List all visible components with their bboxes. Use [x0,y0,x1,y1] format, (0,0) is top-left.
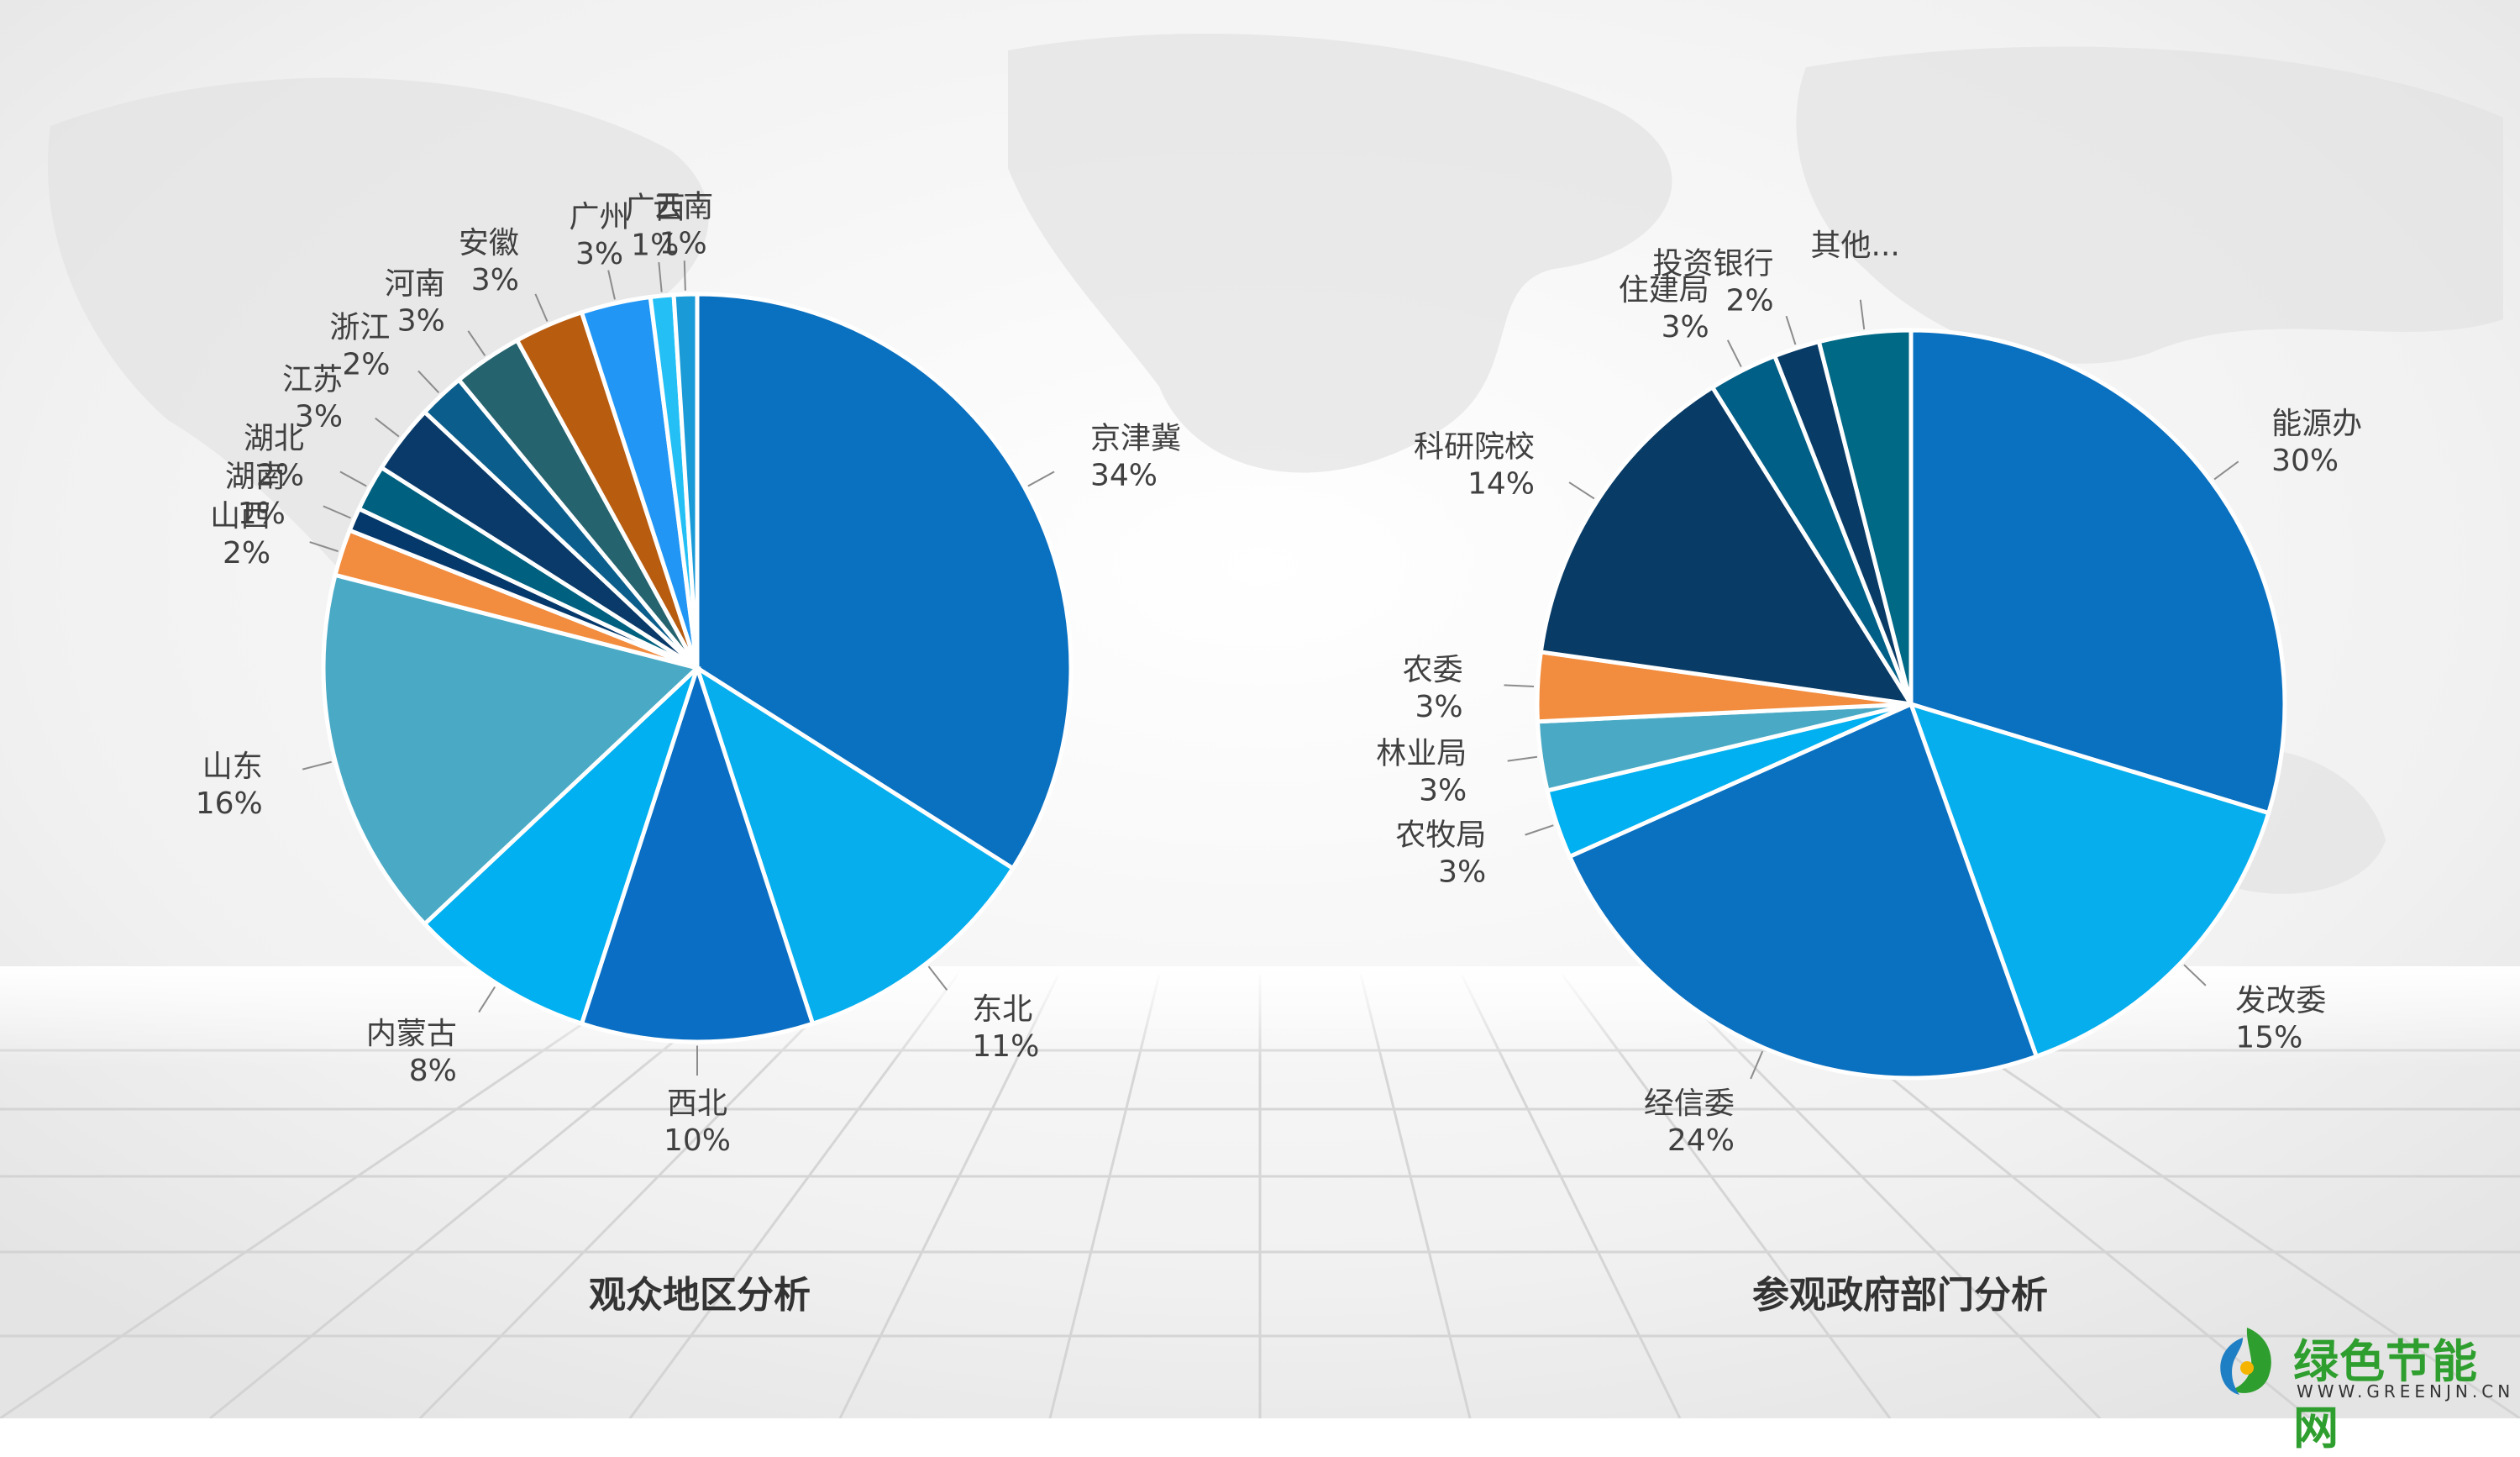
pie-charts: 京津冀34%东北11%西北10%内蒙古8%山东16%山西2%湖南1%湖北2%江苏… [196,189,2362,1158]
slice-pct-8: 3% [295,400,343,434]
leader-line-7 [1726,339,1742,368]
slice-label-0: 京津冀 [1090,422,1181,456]
slice-pct-9: 2% [342,348,390,382]
slice-label-7: 住建局 [1619,273,1709,308]
world-map-shape [47,34,2503,894]
pie-chart-government-departments: 能源办30%发改委15%经信委24%农牧局3%林业局3%农委3%科研院校14%住… [1376,229,2362,1158]
slice-label-10: 河南 [385,266,445,301]
slice-label-4: 林业局 [1376,737,1467,771]
slice-pct-0: 34% [1090,459,1158,493]
slice-label-6: 科研院校 [1414,429,1535,464]
leaf-logo-icon [2220,1328,2271,1395]
leader-line-3 [1525,824,1554,836]
slice-pct-7: 2% [256,459,304,493]
slice-label-0: 能源办 [2271,407,2362,441]
slice-label-3: 农牧局 [1395,818,1486,852]
leader-line-1 [927,965,948,991]
leader-line-5 [309,541,339,553]
leader-line-9 [417,370,440,394]
slice-label-2: 经信委 [1644,1086,1735,1121]
slice-pct-2: 10% [664,1123,731,1158]
logo-url: WWW.GREENJN.CN [2297,1381,2515,1402]
leader-line-11 [534,293,549,322]
leader-line-12 [607,270,616,300]
pie-slice-1 [1907,701,2271,1060]
slice-pct-7: 3% [1662,310,1709,345]
site-logo[interactable]: 绿色节能网 WWW.GREENJN.CN [2209,1319,2515,1454]
slice-pct-6: 1% [238,497,286,531]
logo-name: 绿色节能网 [2293,1335,2478,1454]
pie-slice-0 [695,292,1074,871]
slice-pct-14: 1% [659,226,707,260]
slice-label-13: 广西 [625,191,685,225]
slice-label-3: 内蒙古 [366,1017,457,1051]
leader-line-8 [1785,315,1797,345]
slice-label-11: 安徽 [459,226,519,260]
pie-slice-1 [693,663,1016,1027]
slice-pct-4: 16% [196,786,263,821]
leader-line-1 [2183,964,2207,986]
slice-label-7: 湖北 [244,422,304,456]
slice-label-1: 东北 [972,992,1032,1027]
slice-label-12: 广州 [570,200,630,234]
slice-label-5: 农委 [1403,653,1463,687]
slice-label-6: 湖南 [225,460,286,494]
slice-label-2: 西北 [667,1086,727,1121]
leader-line-13 [658,262,663,292]
chart-title-audience-region: 观众地区分析 [589,1274,811,1317]
slice-pct-4: 3% [1419,774,1467,808]
slice-label-1: 发改委 [2235,984,2326,1018]
slice-label-8: 江苏 [282,363,343,397]
pie-chart-audience-region: 京津冀34%东北11%西北10%内蒙古8%山东16%山西2%湖南1%湖北2%江苏… [196,189,1181,1158]
slice-pct-6: 14% [1467,466,1535,501]
slice-pct-1: 11% [972,1029,1039,1064]
leader-line-4 [1507,755,1538,762]
pie-slice-0 [1908,328,2287,816]
leader-line-7 [339,471,367,487]
slice-pct-3: 8% [409,1054,457,1088]
slice-pct-5: 2% [223,536,270,571]
leader-line-0 [2213,460,2239,481]
slice-pct-5: 3% [1415,690,1462,724]
slice-pct-2: 24% [1667,1123,1735,1158]
slice-pct-0: 30% [2271,444,2339,478]
slice-pct-13: 1% [631,228,679,262]
leader-line-2 [1750,1050,1764,1080]
pie-slice-9 [1816,328,1914,705]
slice-pct-12: 3% [575,237,623,271]
leader-line-5 [1504,684,1535,688]
leader-line-6 [323,505,351,519]
slice-pct-3: 3% [1438,855,1486,889]
pie-slice-3 [422,666,700,1027]
leader-line-9 [1859,299,1866,330]
leader-line-10 [467,330,486,356]
slice-label-8: 投资银行 [1653,247,1774,281]
slice-pct-8: 2% [1725,284,1773,318]
slice-label-9: 浙江 [329,311,390,345]
slice-label-4: 山东 [202,750,263,784]
slice-label-14: 云南 [653,189,713,224]
slice-pct-10: 3% [397,303,445,338]
slice-pct-11: 3% [471,263,519,297]
pie-slice-6 [1538,384,1915,707]
leader-line-0 [1027,471,1055,487]
slice-pct-1: 15% [2235,1021,2302,1055]
leader-line-3 [478,986,496,1013]
leader-line-8 [375,417,400,438]
pie-slice-4 [321,572,702,928]
pie-slice-14 [671,292,700,669]
pie-slice-2 [1567,701,2040,1081]
leader-line-4 [302,760,332,771]
chart-title-government-departments: 参观政府部门分析 [1752,1274,2048,1317]
leader-line-6 [1568,481,1595,500]
slice-label-9: 其他... [1811,229,1900,263]
pie-slice-2 [579,660,816,1044]
slice-label-5: 山西 [210,499,270,534]
